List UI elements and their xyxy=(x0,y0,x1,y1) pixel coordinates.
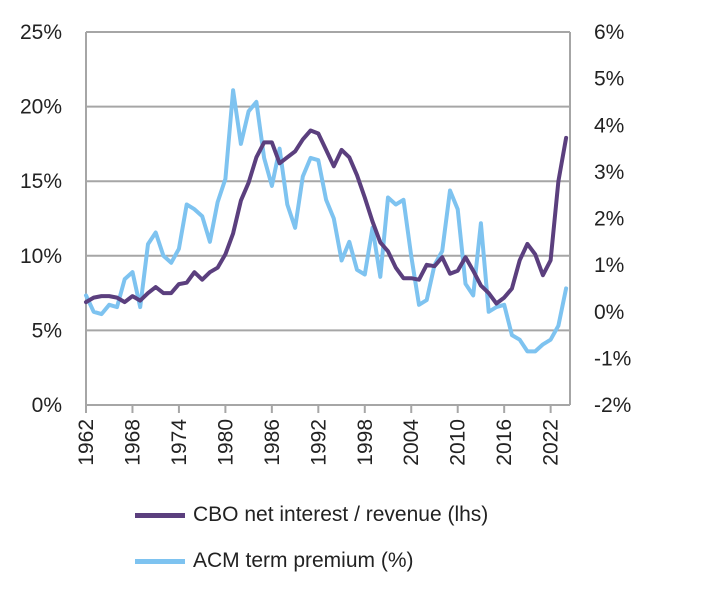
left-tick-label: 25% xyxy=(20,21,62,44)
axes xyxy=(85,32,571,413)
right-tick-label: 3% xyxy=(594,161,624,184)
right-tick-label: 5% xyxy=(594,68,624,91)
right-tick-label: 6% xyxy=(594,21,624,44)
right-tick-label: 0% xyxy=(594,301,624,324)
legend-item-acm-term-premium: ACM term premium (%) xyxy=(135,538,488,584)
x-tick-label: 2016 xyxy=(493,419,516,466)
left-tick-label: 5% xyxy=(32,319,62,342)
x-tick-label: 2022 xyxy=(540,419,563,466)
x-tick-label: 1974 xyxy=(168,419,191,466)
x-tick-label: 2004 xyxy=(400,419,423,466)
series-line-acm-term-premium xyxy=(84,88,569,354)
left-tick-label: 0% xyxy=(32,394,62,417)
left-tick-label: 15% xyxy=(20,170,62,193)
right-tick-label: 2% xyxy=(594,208,624,231)
right-tick-label: -1% xyxy=(594,347,631,370)
right-tick-label: 4% xyxy=(594,114,624,137)
series-lines xyxy=(84,88,569,354)
left-tick-label: 10% xyxy=(20,245,62,268)
x-tick-label: 2010 xyxy=(447,419,470,466)
x-tick-label: 1962 xyxy=(75,419,98,466)
left-tick-label: 20% xyxy=(20,96,62,119)
x-tick-label: 1992 xyxy=(307,419,330,466)
x-tick-label: 1986 xyxy=(261,419,284,466)
legend-item-cbo-net-interest: CBO net interest / revenue (lhs) xyxy=(135,492,488,538)
right-tick-label: -2% xyxy=(594,394,631,417)
legend: CBO net interest / revenue (lhs) ACM ter… xyxy=(135,492,488,584)
tick-labels: 0% 5% 10% 15% 20% 25% -2% -1% 0% 1% 2% 3% 4% 5% 6% 1962… xyxy=(20,21,631,466)
series-line-cbo-net-interest xyxy=(84,128,569,306)
right-tick-label: 1% xyxy=(594,254,624,277)
x-tick-label: 1980 xyxy=(214,419,237,466)
legend-swatch-cbo xyxy=(135,512,185,518)
gridlines xyxy=(86,31,570,332)
x-tick-label: 1968 xyxy=(121,419,144,466)
legend-swatch-acm xyxy=(135,558,185,564)
x-tick-label: 1998 xyxy=(354,419,377,466)
legend-label-acm: ACM term premium (%) xyxy=(193,549,414,572)
legend-label-cbo: CBO net interest / revenue (lhs) xyxy=(193,503,489,526)
